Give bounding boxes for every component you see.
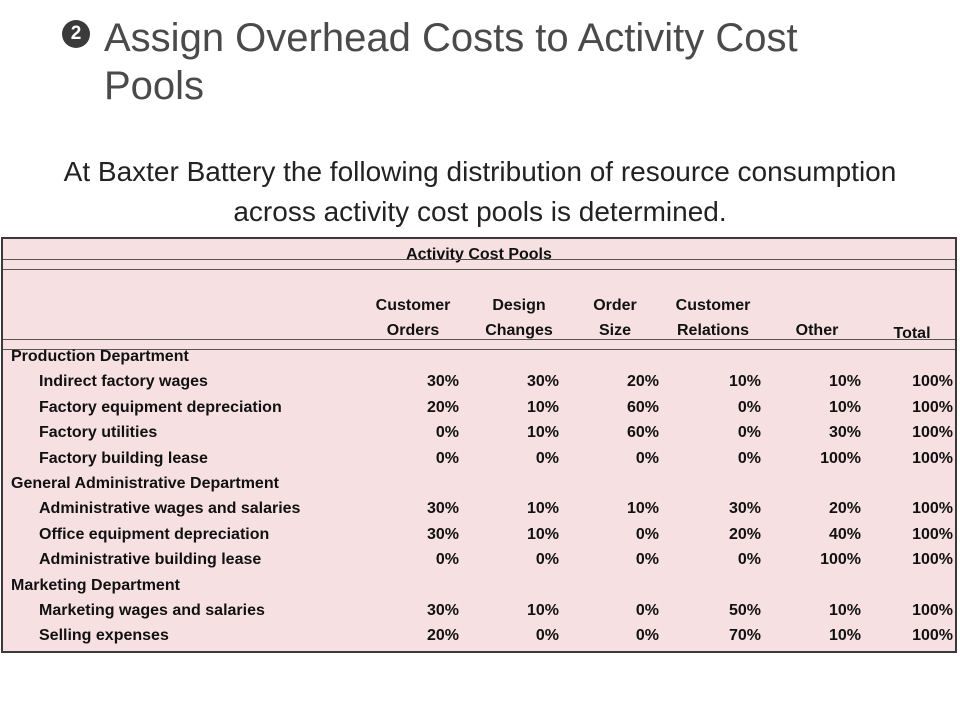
percent-cell: 30% [728, 500, 761, 518]
percent-cell: 0% [635, 551, 659, 569]
percent-cell: 30% [426, 602, 459, 619]
percent-cell: 60% [626, 398, 659, 416]
percent-cell: 10% [728, 373, 761, 391]
row-label: Factory utilities [39, 424, 158, 442]
row-label: Administrative building lease [39, 551, 262, 569]
column-header-line1: Customer [675, 297, 751, 314]
percent-cell: 0% [435, 424, 459, 442]
percent-cell: 0% [635, 449, 659, 467]
header-rule-bottom [3, 349, 955, 350]
percent-cell: 0% [635, 627, 659, 645]
percent-cell: 50% [728, 602, 761, 619]
percent-cell: 100% [912, 373, 953, 391]
percent-cell: 20% [828, 500, 861, 518]
row-label: Marketing wages and salaries [39, 602, 265, 619]
percent-cell: 10% [526, 525, 559, 543]
percent-cell: 10% [828, 398, 861, 416]
column-header-line2: Relations [676, 322, 749, 339]
percent-cell: 100% [912, 424, 953, 442]
row-label: Indirect factory wages [39, 373, 208, 391]
row-label: Factory building lease [39, 449, 208, 467]
percent-cell: 10% [828, 602, 861, 619]
percent-cell: 0% [737, 449, 761, 467]
percent-cell: 10% [828, 627, 861, 645]
percent-cell: 100% [912, 551, 953, 569]
percent-cell: 100% [912, 602, 953, 619]
column-header-line2: Size [598, 322, 631, 339]
percent-cell: 10% [526, 398, 559, 416]
percent-cell: 10% [526, 500, 559, 518]
column-header-line1: Design [492, 297, 546, 314]
percent-cell: 0% [635, 525, 659, 543]
numbered-bullet-icon: 2 [62, 20, 90, 48]
slide-title: Assign Overhead Costs to Activity Cost P… [104, 16, 798, 108]
column-header-line2: Orders [386, 322, 440, 339]
percent-cell: 100% [820, 551, 861, 569]
column-header-line2: Other [795, 322, 839, 339]
column-header-line2: Changes [485, 322, 553, 339]
column-header-line1: Order [593, 297, 637, 314]
row-label: Administrative wages and salaries [39, 500, 301, 518]
percent-cell: 100% [912, 449, 953, 467]
section-label: Marketing Department [11, 576, 180, 594]
header-rule-lower [3, 339, 955, 340]
percent-cell: 10% [626, 500, 659, 518]
percent-cell: 30% [828, 424, 861, 442]
percent-cell: 0% [737, 424, 761, 442]
percent-cell: 20% [426, 627, 459, 645]
column-header-line1: Customer [375, 297, 451, 314]
percent-cell: 0% [535, 627, 559, 645]
percent-cell: 100% [820, 449, 861, 467]
percent-cell: 10% [828, 373, 861, 391]
percent-cell: 30% [426, 500, 459, 518]
percent-cell: 20% [426, 398, 459, 416]
percent-cell: 0% [535, 551, 559, 569]
pools-rule-top [3, 259, 955, 260]
pools-rule-upper [3, 269, 955, 270]
percent-cell: 40% [828, 525, 861, 543]
percent-cell: 30% [526, 373, 559, 391]
percent-cell: 100% [912, 398, 953, 416]
percent-cell: 0% [635, 602, 659, 619]
percent-cell: 10% [526, 424, 559, 442]
section-label: General Administrative Department [11, 475, 279, 492]
percent-cell: 10% [526, 602, 559, 619]
activity-cost-pools-table: Activity Cost Pools Customer Orders Design… [1, 237, 957, 653]
percent-cell: 0% [737, 551, 761, 569]
percent-cell: 0% [737, 398, 761, 416]
percent-cell: 0% [435, 449, 459, 467]
section-label: Production Department [11, 348, 189, 365]
percent-cell: 60% [626, 424, 659, 442]
percent-cell: 0% [435, 551, 459, 569]
percent-cell: 100% [912, 627, 953, 645]
percent-cell: 70% [728, 627, 761, 645]
percent-cell: 30% [426, 525, 459, 543]
column-header-line2: Total [893, 325, 931, 342]
row-label: Selling expenses [39, 627, 169, 645]
percent-cell: 20% [626, 373, 659, 391]
percent-cell: 30% [426, 373, 459, 391]
percent-cell: 20% [728, 525, 761, 543]
percent-cell: 0% [535, 449, 559, 467]
table-group-header: Activity Cost Pools [406, 246, 552, 263]
intro-text: At Baxter Battery the following distribu… [63, 156, 897, 227]
percent-cell: 100% [912, 525, 953, 543]
row-label: Office equipment depreciation [39, 525, 270, 543]
row-label: Factory equipment depreciation [39, 398, 282, 416]
percent-cell: 100% [912, 500, 953, 518]
